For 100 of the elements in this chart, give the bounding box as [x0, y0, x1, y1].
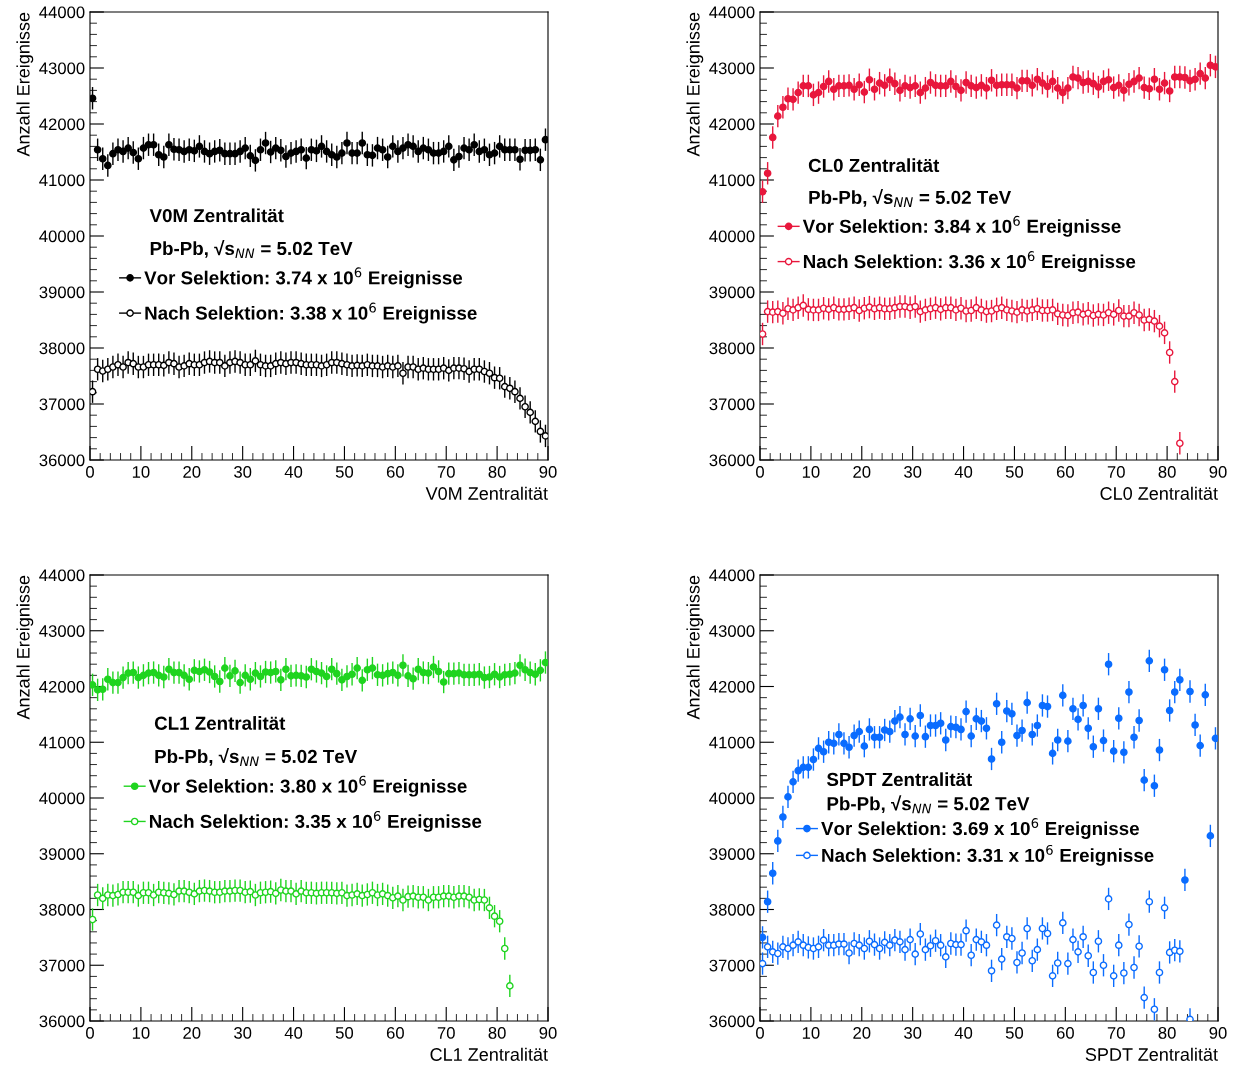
x-tick-label: 50 — [1005, 1027, 1024, 1039]
x-tick-label: 50 — [335, 1027, 354, 1039]
x-axis-title: CL0 Zentralität — [1100, 486, 1218, 500]
y-tick-label: 38000 — [39, 342, 85, 355]
y-axis-title: Anzahl Ereignisse — [16, 12, 34, 157]
x-tick-label: 10 — [132, 466, 150, 478]
y-tick-label: 39000 — [39, 848, 85, 860]
y-tick-label: 42000 — [709, 118, 755, 131]
x-axis-title: SPDT Zentralität — [1085, 1047, 1218, 1061]
x-tick-label: 50 — [335, 466, 354, 478]
y-tick-label: 40000 — [39, 230, 85, 243]
x-tick-label: 0 — [756, 1027, 764, 1039]
y-tick-label: 39000 — [39, 286, 85, 299]
y-tick-label: 43000 — [709, 62, 755, 75]
legend-title: CL0 Zentralität — [808, 158, 940, 173]
y-tick-label: 43000 — [39, 625, 85, 637]
x-tick-label: 30 — [904, 466, 922, 478]
legend-label: Vor Selektion: 3.80 x 10$^{6}$ Ereignisse — [148, 775, 467, 797]
x-tick-label: 20 — [853, 466, 871, 478]
y-tick-label: 37000 — [39, 398, 85, 411]
y-tick-label: 39000 — [709, 286, 755, 299]
x-tick-label: 90 — [539, 1027, 557, 1039]
x-tick-label: 0 — [756, 466, 764, 478]
x-tick-label: 60 — [1056, 466, 1074, 478]
legend-label: Nach Selektion: 3.38 x 10$^{6}$ Ereignisse — [145, 302, 477, 324]
y-tick-label: 44000 — [709, 569, 755, 582]
x-tick-label: 70 — [1107, 1027, 1125, 1039]
x-tick-label: 40 — [954, 466, 973, 478]
x-tick-label: 80 — [1158, 466, 1176, 478]
y-tick-label: 44000 — [39, 6, 85, 19]
y-tick-label: 36000 — [709, 454, 755, 467]
x-tick-label: 40 — [284, 1027, 303, 1039]
x-tick-label: 40 — [954, 1027, 973, 1039]
x-tick-label: 10 — [802, 1027, 820, 1039]
x-tick-label: 10 — [802, 466, 820, 478]
y-tick-label: 44000 — [709, 6, 755, 19]
annotation: Pb-Pb, √s$_{NN}$ = 5.02 TeV — [150, 240, 353, 258]
y-axis-title: Anzahl Ereignisse — [686, 12, 704, 157]
x-tick-label: 0 — [86, 466, 94, 478]
y-tick-label: 36000 — [709, 1015, 755, 1028]
x-axis-title: CL1 Zentralität — [430, 1047, 548, 1061]
y-tick-label: 43000 — [39, 62, 85, 75]
annotation: Pb-Pb, √s$_{NN}$ = 5.02 TeV — [809, 189, 1012, 207]
legend-title: SPDT Zentralität — [826, 772, 973, 787]
x-tick-label: 80 — [1158, 1027, 1176, 1039]
y-tick-label: 41000 — [39, 736, 85, 749]
y-tick-label: 37000 — [709, 398, 755, 411]
y-tick-label: 41000 — [709, 174, 755, 187]
legend-label: Vor Selektion: 3.74 x 10$^{6}$ Ereignisse — [144, 267, 463, 289]
x-tick-label: 80 — [488, 466, 506, 478]
y-tick-label: 36000 — [39, 1015, 85, 1028]
y-tick-label: 38000 — [709, 903, 755, 916]
x-tick-label: 20 — [853, 1027, 871, 1039]
y-tick-label: 37000 — [39, 959, 85, 972]
y-tick-label: 43000 — [709, 625, 755, 637]
x-tick-label: 30 — [904, 1027, 922, 1039]
y-tick-label: 37000 — [709, 959, 755, 972]
x-tick-label: 60 — [1056, 1027, 1074, 1039]
x-tick-label: 10 — [132, 1027, 150, 1039]
x-tick-label: 60 — [386, 1027, 404, 1039]
x-tick-label: 20 — [183, 466, 201, 478]
x-tick-label: 90 — [539, 466, 557, 478]
legend-title: V0M Zentralität — [149, 208, 284, 223]
legend-label: Nach Selektion: 3.35 x 10$^{6}$ Ereignisse — [149, 810, 482, 832]
x-tick-label: 90 — [1209, 1027, 1227, 1039]
x-tick-label: 70 — [437, 466, 455, 478]
y-tick-label: 44000 — [39, 569, 85, 582]
x-tick-label: 40 — [284, 466, 303, 478]
y-tick-label: 40000 — [39, 792, 85, 805]
x-tick-label: 0 — [86, 1027, 94, 1039]
x-axis-title: V0M Zentralität — [425, 486, 548, 500]
y-tick-label: 39000 — [709, 848, 755, 860]
y-axis-title: Anzahl Ereignisse — [16, 575, 34, 720]
y-axis-title: Anzahl Ereignisse — [686, 575, 704, 720]
x-tick-label: 20 — [183, 1027, 201, 1039]
legend-label: Nach Selektion: 3.31 x 10$^{6}$ Ereignisse — [822, 844, 1154, 866]
x-tick-label: 60 — [386, 466, 404, 478]
y-tick-label: 42000 — [709, 680, 755, 693]
annotation: Pb-Pb, √s$_{NN}$ = 5.02 TeV — [827, 795, 1030, 814]
y-tick-label: 41000 — [39, 174, 85, 187]
x-tick-label: 50 — [1005, 466, 1024, 478]
y-tick-label: 40000 — [709, 792, 755, 805]
y-tick-label: 40000 — [709, 230, 755, 243]
x-tick-label: 30 — [234, 466, 252, 478]
annotation: Pb-Pb, √s$_{NN}$ = 5.02 TeV — [155, 748, 358, 766]
y-tick-label: 38000 — [39, 903, 85, 916]
x-tick-label: 80 — [488, 1027, 506, 1039]
legend-title: CL1 Zentralität — [154, 716, 286, 730]
x-tick-label: 90 — [1209, 466, 1227, 478]
y-tick-label: 36000 — [39, 454, 85, 467]
x-tick-label: 70 — [437, 1027, 455, 1039]
x-tick-label: 30 — [234, 1027, 252, 1039]
y-tick-label: 42000 — [39, 118, 85, 131]
legend-label: Vor Selektion: 3.84 x 10$^{6}$ Ereignisse — [802, 215, 1121, 237]
y-tick-label: 42000 — [39, 680, 85, 693]
x-tick-label: 70 — [1107, 466, 1125, 478]
legend-label: Vor Selektion: 3.69 x 10$^{6}$ Ereignisse — [821, 818, 1139, 839]
legend-label: Nach Selektion: 3.36 x 10$^{6}$ Ereignisse — [803, 251, 1136, 272]
y-tick-label: 38000 — [709, 342, 755, 355]
y-tick-label: 41000 — [709, 736, 755, 749]
